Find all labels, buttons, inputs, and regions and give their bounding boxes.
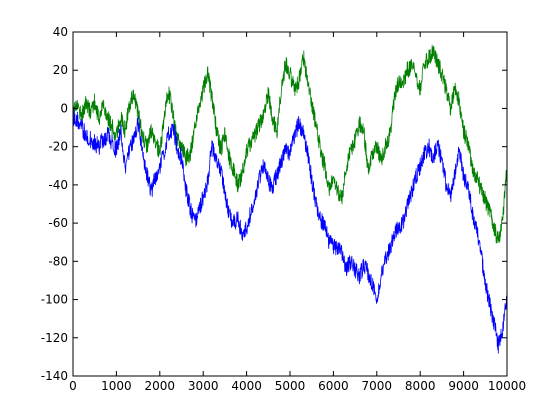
y-tick-label-0: -140 [41,369,68,383]
y-tick-label-3: -80 [48,254,68,268]
tick-label-layer: 0 1000 2000 3000 4000 5000 6000 7000 8000 9000 100… [41,25,526,393]
plot-area [73,32,507,376]
y-tick-label-8: 20 [53,63,68,77]
x-tick-label-9: 9000 [448,379,479,393]
x-tick-label-2: 2000 [145,379,176,393]
x-tick-label-1: 1000 [101,379,132,393]
series-line-2 [72,110,508,354]
y-tick-label-1: -120 [41,331,68,345]
x-tick-label-5: 5000 [275,379,306,393]
y-tick-label-9: 40 [53,25,68,39]
y-tick-label-7: 0 [60,101,68,115]
axes-box [72,31,508,377]
x-tick-label-7: 7000 [362,379,393,393]
y-tick-label-5: -40 [48,178,68,192]
x-tick-label-10: 10000 [488,379,526,393]
series-line-1 [72,44,508,244]
series-layer [72,44,508,354]
x-tick-label-0: 0 [69,379,77,393]
x-tick-label-8: 8000 [405,379,436,393]
x-tick-label-3: 3000 [188,379,219,393]
y-tick-label-2: -100 [41,293,68,307]
x-tick-label-4: 4000 [231,379,262,393]
y-tick-label-4: -60 [48,216,68,230]
y-tick-label-6: -20 [48,140,68,154]
x-tick-label-6: 6000 [318,379,349,393]
